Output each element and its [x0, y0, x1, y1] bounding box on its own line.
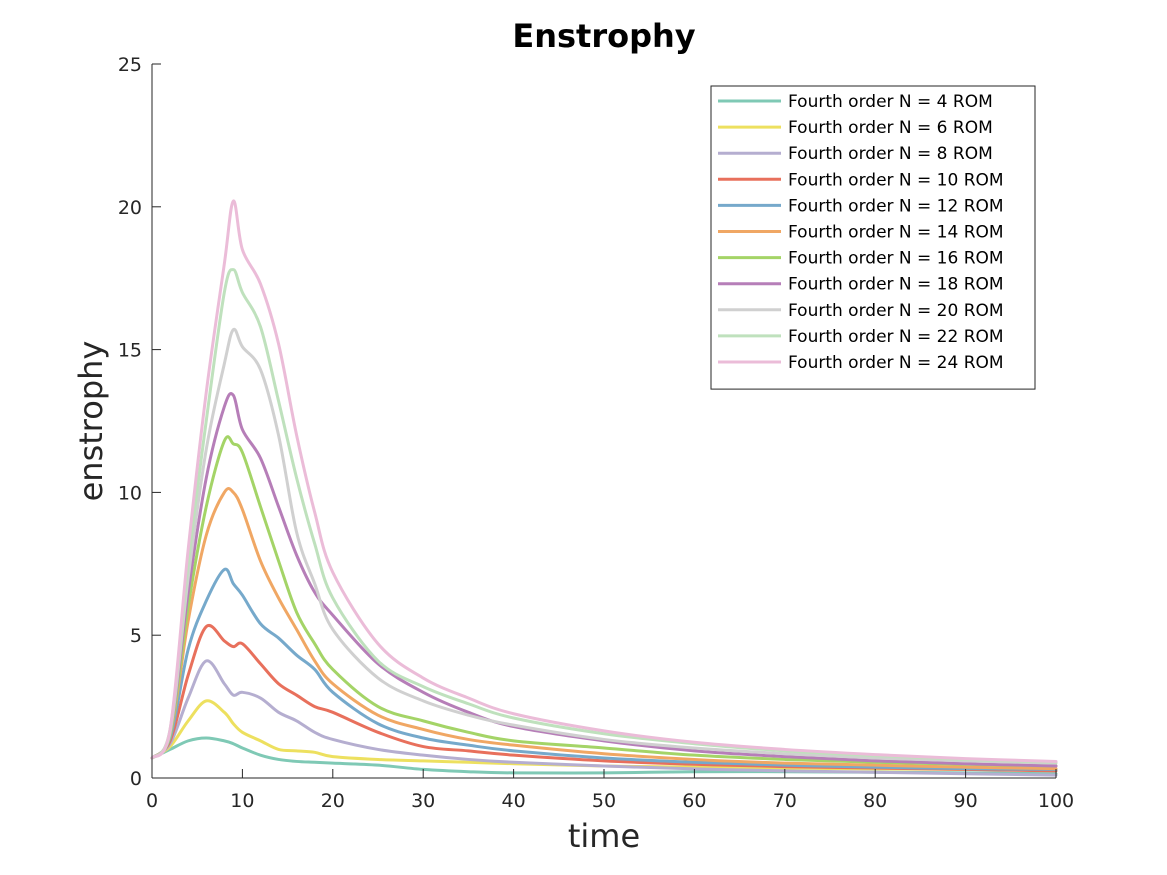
legend-label-4: Fourth order N = 10 ROM [788, 170, 1004, 190]
x-tick-label: 0 [146, 790, 158, 812]
legend: Fourth order N = 4 ROM Fourth order N = 6… [710, 85, 1036, 390]
axes: 0 10 20 30 40 50 60 70 80 90 100 0 5 10 15 20 25 [118, 54, 1074, 812]
series-line-6 [150, 487, 1058, 771]
legend-label-2: Fourth order N = 6 ROM [788, 118, 993, 138]
x-axis-label: time [568, 817, 640, 855]
y-tick-label: 5 [130, 625, 142, 647]
series-line-7 [150, 435, 1058, 768]
x-tick-label: 40 [502, 790, 526, 812]
x-tick-label: 90 [954, 790, 978, 812]
x-tick-label: 20 [321, 790, 345, 812]
chart-title: Enstrophy [512, 17, 695, 55]
legend-label-8: Fourth order N = 18 ROM [788, 275, 1004, 295]
x-tick-label: 50 [592, 790, 616, 812]
x-tick-label: 30 [411, 790, 435, 812]
x-tick-label: 100 [1038, 790, 1074, 812]
y-tick-label: 20 [118, 197, 142, 219]
y-tick-label: 25 [118, 54, 142, 76]
legend-label-6: Fourth order N = 14 ROM [788, 223, 1004, 243]
y-tick-label: 0 [130, 768, 142, 790]
series-line-11 [150, 199, 1058, 763]
legend-label-1: Fourth order N = 4 ROM [788, 92, 993, 112]
legend-label-7: Fourth order N = 16 ROM [788, 249, 1004, 269]
legend-label-5: Fourth order N = 12 ROM [788, 196, 1004, 216]
series-line-8 [150, 392, 1058, 768]
x-tick-label: 70 [773, 790, 797, 812]
series-line-9 [150, 327, 1058, 765]
legend-label-11: Fourth order N = 24 ROM [788, 353, 1004, 373]
legend-box [710, 85, 1036, 390]
y-tick-label: 15 [118, 340, 142, 362]
x-tick-label: 10 [230, 790, 254, 812]
series-lines [150, 199, 1058, 777]
series-line-5 [150, 567, 1058, 771]
legend-label-3: Fourth order N = 8 ROM [788, 144, 993, 164]
legend-label-9: Fourth order N = 20 ROM [788, 301, 1004, 321]
y-axis-label: enstrophy [72, 341, 110, 502]
x-tick-label: 80 [863, 790, 887, 812]
y-tick-label: 10 [118, 482, 142, 504]
x-tick-label: 60 [682, 790, 706, 812]
legend-label-10: Fourth order N = 22 ROM [788, 327, 1004, 347]
